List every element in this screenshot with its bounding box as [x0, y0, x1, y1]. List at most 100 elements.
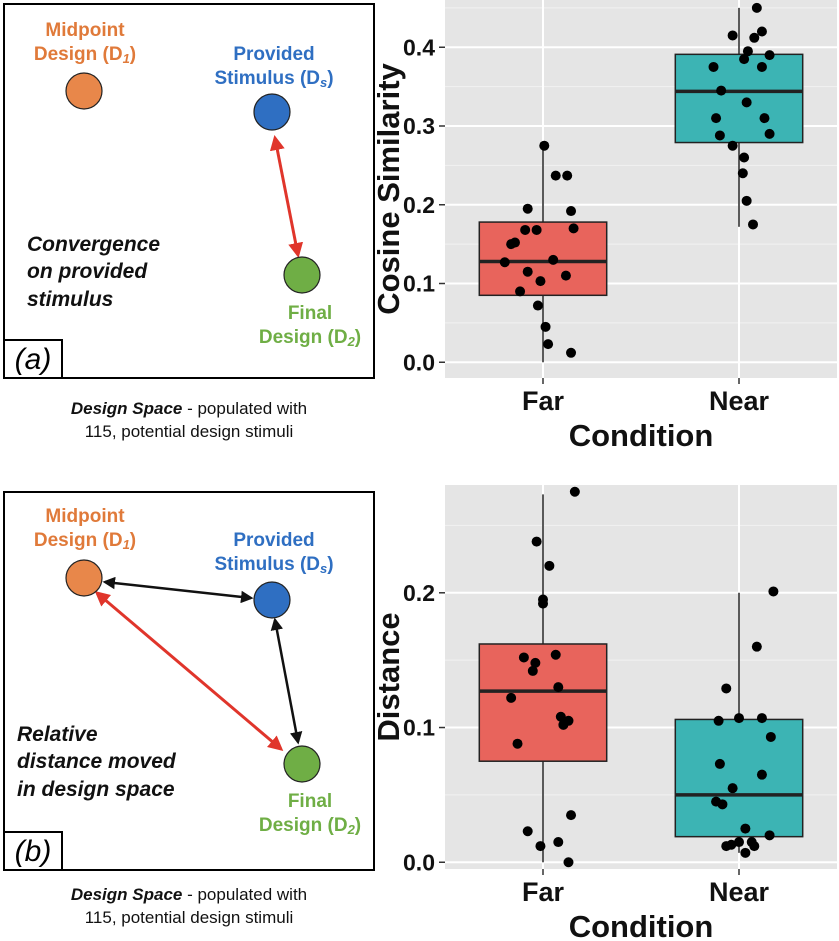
data-point-far — [566, 810, 577, 821]
data-point-near — [740, 823, 751, 834]
data-point-far — [522, 203, 533, 214]
data-point-near — [759, 113, 770, 124]
data-point-far — [499, 257, 510, 268]
data-point-near — [734, 713, 744, 724]
data-point-far — [550, 649, 561, 660]
data-point-near — [741, 195, 752, 206]
data-point-far — [518, 652, 529, 663]
data-point-near — [727, 30, 738, 41]
provided-stimulus-node — [253, 93, 291, 131]
data-point-near — [756, 26, 767, 37]
data-point-near — [749, 841, 760, 852]
data-point-far — [544, 560, 555, 571]
x-axis-title: Condition — [569, 418, 714, 453]
x-tick-label-near: Near — [709, 877, 770, 907]
data-point-far — [530, 657, 541, 668]
data-point-near — [756, 769, 767, 780]
relative-distance-arrow — [94, 591, 284, 751]
relative-distance-statement: Relative distance moved in design space — [17, 723, 176, 801]
interquartile-box — [674, 718, 804, 838]
midpoint-design-label: Midpoint Design (D1) — [33, 506, 137, 552]
data-point-far — [531, 224, 542, 235]
data-point-far — [532, 300, 543, 311]
provided-stimulus-label: Provided Stimulus (Ds) — [214, 44, 334, 90]
box-far — [478, 494, 608, 863]
data-point-near — [741, 97, 752, 108]
y-tick-label: 0.4 — [403, 34, 435, 60]
data-point-near — [717, 799, 728, 810]
design-space-panel-a: Midpoint Design (D1) Provided Stimulus (… — [3, 3, 375, 379]
design-space-panel-b: Midpoint Design (D1) Provided Stimulus (… — [3, 491, 375, 871]
data-point-near — [765, 731, 776, 742]
midpoint-design-label: Midpoint Design (D1) — [33, 20, 137, 66]
provided-stimulus-label: Provided Stimulus (Ds) — [214, 530, 334, 576]
x-tick-label-far: Far — [522, 877, 565, 907]
data-point-near — [751, 2, 762, 13]
final-design-node — [283, 256, 321, 294]
diagram-a-graphics — [65, 72, 321, 294]
data-point-near — [713, 715, 724, 726]
data-point-far — [535, 276, 546, 287]
x-tick-label-far: Far — [522, 386, 565, 416]
interquartile-box — [478, 643, 608, 762]
y-tick-label: 0.0 — [403, 349, 435, 375]
data-point-near — [768, 586, 779, 597]
data-point-far — [531, 536, 542, 547]
y-tick-label: 0.1 — [403, 271, 435, 297]
panel-a-tag: (a) — [3, 339, 63, 379]
y-axis-title: Distance — [371, 612, 406, 741]
data-point-far — [553, 682, 564, 693]
data-point-near — [714, 130, 725, 141]
data-point-far — [566, 206, 577, 217]
data-point-far — [555, 711, 566, 722]
data-point-near — [764, 830, 775, 841]
data-point-far — [569, 486, 580, 497]
data-point-near — [727, 140, 738, 151]
stimulus-final-arrow — [270, 617, 303, 745]
data-point-near — [756, 713, 767, 724]
data-point-far — [560, 270, 571, 281]
data-point-far — [506, 239, 517, 250]
data-point-far — [558, 719, 569, 730]
panel-b-tag: (b) — [3, 831, 63, 871]
midpoint-stimulus-arrow — [102, 576, 254, 604]
caption-b: Design Space - populated with 115, poten… — [70, 885, 308, 927]
data-point-near — [734, 837, 744, 848]
data-point-far — [553, 837, 564, 848]
data-point-near — [764, 50, 775, 61]
data-point-far — [515, 286, 526, 297]
data-point-near — [740, 847, 751, 858]
data-point-near — [714, 758, 725, 769]
data-point-near — [742, 46, 753, 57]
midpoint-design-node — [65, 72, 103, 110]
provided-stimulus-node — [253, 581, 291, 619]
data-point-near — [739, 54, 750, 65]
data-point-far — [562, 170, 573, 181]
data-point-near — [711, 113, 722, 124]
data-point-far — [522, 826, 533, 837]
data-point-near — [721, 683, 732, 694]
data-point-near — [751, 641, 762, 652]
data-point-far — [506, 692, 517, 703]
data-point-near — [748, 219, 759, 230]
data-point-far — [540, 321, 551, 332]
data-point-far — [527, 665, 538, 676]
data-point-far — [566, 347, 577, 358]
x-axis-title: Condition — [569, 909, 714, 941]
data-point-far — [550, 170, 561, 181]
caption-a: Design Space - populated with 115, poten… — [70, 399, 308, 441]
x-tick-label-near: Near — [709, 386, 770, 416]
data-point-far — [512, 738, 523, 749]
convergence-statement: Convergence on provided stimulus — [27, 233, 161, 311]
y-tick-label: 0.3 — [403, 113, 435, 139]
data-point-near — [764, 128, 775, 139]
data-point-far — [520, 224, 531, 235]
data-point-far — [538, 598, 548, 609]
final-design-label: Final Design (D2) — [258, 303, 362, 349]
data-point-near — [716, 85, 727, 96]
final-design-label: Final Design (D2) — [258, 791, 362, 837]
box-near — [674, 7, 804, 227]
data-point-far — [543, 339, 554, 350]
data-point-near — [708, 61, 719, 72]
